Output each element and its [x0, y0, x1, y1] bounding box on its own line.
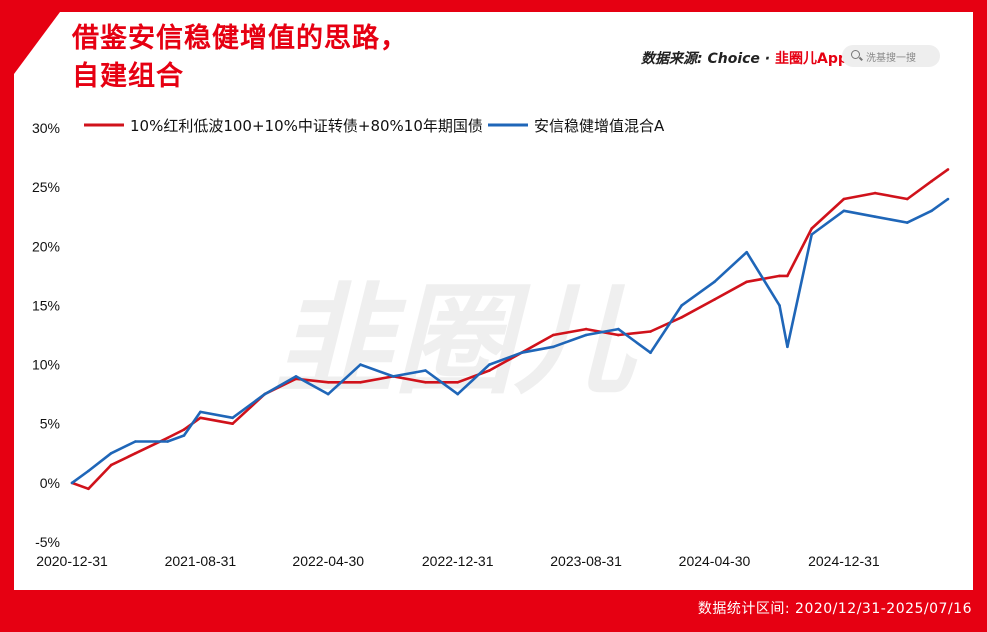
search-box[interactable]: 洗基搜一搜 — [842, 45, 940, 67]
x-tick-label: 2022-04-30 — [292, 553, 364, 569]
data-point — [87, 487, 90, 491]
title-line-1: 借鉴安信稳健增值的思路， — [72, 23, 408, 54]
data-point — [552, 333, 555, 337]
data-point — [134, 440, 137, 443]
corner-decoration — [14, 12, 60, 74]
y-tick-label: 5% — [40, 416, 60, 432]
series-line-1 — [71, 168, 949, 491]
data-point — [109, 452, 113, 455]
data-point — [842, 197, 846, 201]
data-point — [930, 179, 933, 183]
data-point — [294, 375, 298, 378]
data-point — [109, 463, 113, 467]
data-point — [166, 436, 169, 440]
source-brand: 韭圈儿App — [775, 51, 848, 67]
x-tick-label: 2024-12-31 — [808, 553, 880, 569]
data-point — [713, 298, 716, 301]
y-tick-label: 30% — [32, 120, 60, 136]
data-point — [488, 363, 491, 366]
x-tick-label: 2023-08-31 — [550, 553, 622, 569]
data-point — [424, 369, 427, 372]
data-point — [199, 410, 202, 414]
data-point — [359, 363, 362, 366]
data-point — [810, 233, 813, 236]
data-point — [946, 197, 950, 201]
search-placeholder: 洗基搜一搜 — [866, 53, 916, 64]
data-point — [520, 351, 523, 355]
data-point — [166, 440, 169, 443]
data-point — [584, 333, 588, 337]
data-point — [326, 392, 330, 396]
watermark-text: 韭圈儿 — [274, 272, 638, 411]
chart-title: 借鉴安信稳健增值的思路， 自建组合 — [72, 20, 408, 96]
y-tick-label: -5% — [35, 534, 60, 550]
line-chart: 韭圈儿 30% 25% 20% 15% 10% 5% 0% -5% 2020-12-31 2021-… — [32, 117, 950, 569]
data-point — [873, 215, 877, 218]
data-point — [810, 227, 813, 230]
data-point — [649, 330, 652, 333]
data-point — [391, 375, 395, 378]
data-point — [199, 416, 202, 420]
y-tick-label: 20% — [32, 238, 60, 254]
title-line-2: 自建组合 — [72, 61, 184, 92]
source-prefix: 数据来源: Choice · — [641, 51, 775, 67]
data-point — [424, 381, 427, 384]
data-point — [906, 197, 909, 201]
footer-range: 数据统计区间: 2020/12/31-2025/07/16 — [697, 601, 972, 617]
chart-card: 借鉴安信稳健增值的思路， 自建组合 数据来源: Choice · 韭圈儿App … — [14, 12, 973, 590]
legend-label-1: 10%红利低波100+10%中证转债+80%10年期国债 — [130, 117, 483, 135]
data-point — [359, 381, 362, 384]
data-point — [680, 316, 683, 319]
y-tick-label: 10% — [32, 357, 60, 373]
data-point — [906, 221, 909, 224]
data-point — [134, 452, 137, 455]
search-icon — [851, 50, 860, 59]
data-point — [70, 481, 74, 485]
x-tick-label: 2024-04-30 — [679, 553, 751, 569]
data-point — [649, 351, 652, 355]
data-point — [326, 381, 330, 384]
data-point — [713, 280, 716, 284]
data-point — [263, 392, 267, 396]
data-point — [231, 422, 234, 426]
data-point — [786, 345, 789, 349]
data-source: 数据来源: Choice · 韭圈儿App — [641, 48, 848, 68]
x-tick-label: 2022-12-31 — [422, 553, 494, 569]
data-point — [87, 469, 90, 473]
x-tick-label: 2020-12-31 — [36, 553, 108, 569]
data-point — [778, 304, 781, 307]
data-point — [488, 369, 491, 372]
data-point — [946, 168, 950, 171]
data-point — [873, 191, 877, 195]
data-point — [680, 304, 683, 307]
data-point — [456, 392, 460, 396]
data-point — [745, 280, 748, 284]
data-point — [778, 274, 781, 278]
data-point — [584, 327, 588, 331]
data-point — [842, 209, 846, 213]
legend-label-2: 安信稳健增值混合A — [534, 117, 665, 135]
series-line-2 — [71, 197, 949, 484]
data-point — [552, 345, 555, 349]
data-point — [786, 274, 789, 278]
y-tick-label: 0% — [40, 475, 60, 491]
data-point — [617, 333, 620, 337]
data-point — [231, 416, 234, 420]
y-tick-label: 25% — [32, 179, 60, 195]
data-point — [617, 327, 620, 331]
data-point — [182, 434, 186, 437]
data-point — [745, 250, 748, 254]
data-point — [930, 209, 933, 213]
y-tick-label: 15% — [32, 297, 60, 313]
data-point — [182, 428, 186, 431]
x-tick-label: 2021-08-31 — [165, 553, 237, 569]
data-point — [456, 381, 460, 384]
